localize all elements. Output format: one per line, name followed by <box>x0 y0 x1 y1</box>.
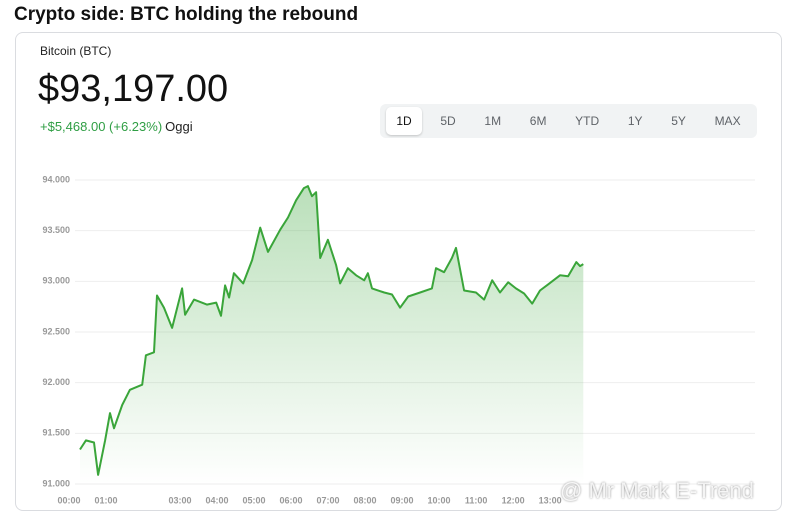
y-tick-label: 91.000 <box>42 478 70 488</box>
y-tick-label: 91.500 <box>42 428 70 438</box>
heading: Crypto side: BTC holding the rebound <box>14 4 359 25</box>
x-tick-label: 01:00 <box>94 495 117 505</box>
y-tick-label: 92.500 <box>42 326 70 336</box>
x-tick-label: 12:00 <box>502 495 525 505</box>
x-tick-label: 07:00 <box>317 495 340 505</box>
range-button[interactable]: YTD <box>575 114 600 128</box>
y-tick-label: 93.500 <box>42 225 70 235</box>
range-button[interactable]: 5D <box>440 114 456 128</box>
y-tick-label: 94.000 <box>42 174 70 184</box>
x-tick-label: 05:00 <box>243 495 266 505</box>
range-selector: 1D 5D 1M 6M YTD 1Y 5Y MAX <box>380 104 757 138</box>
x-tick-label: 03:00 <box>169 495 192 505</box>
range-button[interactable]: 6M <box>529 114 547 128</box>
x-tick-label: 13:00 <box>539 495 562 505</box>
price-line <box>79 185 584 476</box>
widget-card <box>15 32 782 511</box>
y-tick-label: 93.000 <box>42 276 70 286</box>
x-tick-label: 11:00 <box>465 495 488 505</box>
x-tick-label: 09:00 <box>391 495 414 505</box>
change-row: +$5,468.00 (+6.23%) Oggi <box>40 119 193 134</box>
y-tick-label: 92.000 <box>42 377 70 387</box>
range-button[interactable]: MAX <box>714 114 741 128</box>
x-tick-label: 08:00 <box>354 495 377 505</box>
x-tick-label: 06:00 <box>280 495 303 505</box>
x-tick-label: 00:00 <box>57 495 80 505</box>
x-tick-label: 04:00 <box>206 495 229 505</box>
change: +$5,468.00 (+6.23%) <box>40 119 163 134</box>
price: $93,197.00 <box>38 68 229 110</box>
range-button[interactable]: 1D <box>386 107 422 135</box>
range-button[interactable]: 1M <box>484 114 502 128</box>
x-tick-label: 10:00 <box>428 495 451 505</box>
range-button[interactable]: 1Y <box>627 114 643 128</box>
asset-name: Bitcoin (BTC) <box>40 44 112 58</box>
range-button[interactable]: 5Y <box>671 114 686 128</box>
period: Oggi <box>165 119 193 134</box>
watermark: @ Mr Mark E-Trend <box>560 478 754 503</box>
